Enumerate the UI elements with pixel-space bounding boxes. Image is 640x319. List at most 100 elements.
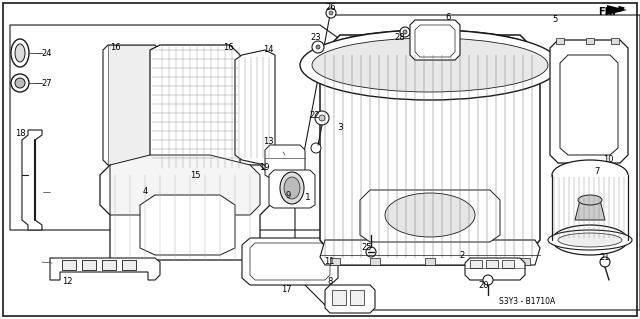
Polygon shape [242, 238, 338, 285]
Polygon shape [370, 258, 380, 265]
Polygon shape [425, 258, 435, 265]
Text: 15: 15 [189, 170, 200, 180]
Polygon shape [552, 175, 628, 240]
Bar [470, 260, 482, 268]
Text: 25: 25 [362, 243, 372, 253]
Circle shape [311, 143, 321, 153]
Bar [122, 260, 136, 270]
Polygon shape [330, 258, 340, 265]
Circle shape [400, 27, 410, 37]
Polygon shape [325, 285, 375, 313]
Polygon shape [611, 38, 619, 44]
Text: 27: 27 [42, 78, 52, 87]
Polygon shape [607, 5, 627, 15]
Text: 7: 7 [595, 167, 600, 176]
Text: 3: 3 [337, 123, 343, 132]
Text: 1: 1 [305, 194, 311, 203]
Circle shape [600, 257, 610, 267]
Circle shape [315, 111, 329, 125]
Circle shape [11, 74, 29, 92]
Bar [350, 290, 364, 305]
Text: 17: 17 [281, 286, 291, 294]
Ellipse shape [330, 30, 530, 66]
Text: 8: 8 [327, 278, 333, 286]
Ellipse shape [385, 193, 475, 237]
Text: 24: 24 [42, 48, 52, 57]
Text: S3Y3 - B1710A: S3Y3 - B1710A [499, 298, 556, 307]
Polygon shape [320, 35, 540, 265]
Polygon shape [586, 38, 594, 44]
Polygon shape [465, 258, 525, 280]
Bar [82, 260, 96, 270]
Polygon shape [110, 155, 260, 215]
Polygon shape [103, 45, 160, 165]
Circle shape [483, 275, 493, 285]
Bar [102, 260, 116, 270]
Ellipse shape [342, 36, 518, 60]
Ellipse shape [300, 30, 560, 100]
Polygon shape [415, 25, 455, 57]
Polygon shape [320, 240, 540, 265]
Text: 4: 4 [142, 188, 148, 197]
Polygon shape [100, 165, 270, 260]
Polygon shape [410, 20, 460, 60]
Circle shape [15, 78, 25, 88]
Text: 5: 5 [552, 16, 557, 25]
Text: 2: 2 [460, 251, 465, 261]
Circle shape [366, 247, 376, 257]
Polygon shape [575, 200, 605, 220]
Circle shape [403, 30, 407, 34]
Polygon shape [480, 258, 490, 265]
Ellipse shape [578, 195, 602, 205]
Bar [486, 260, 498, 268]
Text: 16: 16 [109, 43, 120, 53]
Text: 10: 10 [603, 155, 613, 165]
Polygon shape [150, 45, 240, 170]
Polygon shape [265, 145, 305, 178]
Text: 6: 6 [445, 12, 451, 21]
Polygon shape [108, 45, 155, 165]
Circle shape [316, 45, 320, 49]
Bar [332, 290, 346, 305]
Circle shape [319, 115, 325, 121]
Bar [62, 260, 76, 270]
Polygon shape [560, 55, 618, 155]
Polygon shape [360, 190, 500, 242]
Text: FR.: FR. [598, 7, 616, 17]
Polygon shape [250, 243, 330, 280]
Polygon shape [556, 38, 564, 44]
Circle shape [312, 41, 324, 53]
Ellipse shape [558, 233, 622, 247]
Ellipse shape [280, 172, 304, 204]
Circle shape [329, 11, 333, 15]
Polygon shape [50, 258, 160, 280]
Text: 13: 13 [262, 137, 273, 146]
Ellipse shape [552, 160, 628, 190]
Text: 28: 28 [395, 33, 405, 42]
Polygon shape [235, 50, 275, 165]
Polygon shape [520, 258, 530, 265]
Text: 20: 20 [479, 280, 489, 290]
Text: 11: 11 [324, 257, 334, 266]
Polygon shape [140, 195, 235, 255]
Polygon shape [22, 130, 42, 230]
Ellipse shape [284, 177, 300, 199]
Bar [502, 260, 514, 268]
Text: 19: 19 [259, 164, 269, 173]
Text: 16: 16 [223, 43, 234, 53]
Ellipse shape [15, 44, 25, 62]
Ellipse shape [552, 225, 628, 255]
Text: 9: 9 [285, 191, 291, 201]
Circle shape [326, 8, 336, 18]
Text: 14: 14 [263, 46, 273, 55]
Text: 22: 22 [310, 110, 320, 120]
Ellipse shape [548, 230, 632, 250]
Text: 21: 21 [600, 254, 611, 263]
Text: 23: 23 [310, 33, 321, 42]
Text: 18: 18 [15, 129, 26, 137]
Text: 26: 26 [326, 4, 336, 12]
Polygon shape [550, 40, 628, 163]
Ellipse shape [11, 39, 29, 67]
Polygon shape [269, 170, 315, 208]
Ellipse shape [312, 38, 548, 92]
